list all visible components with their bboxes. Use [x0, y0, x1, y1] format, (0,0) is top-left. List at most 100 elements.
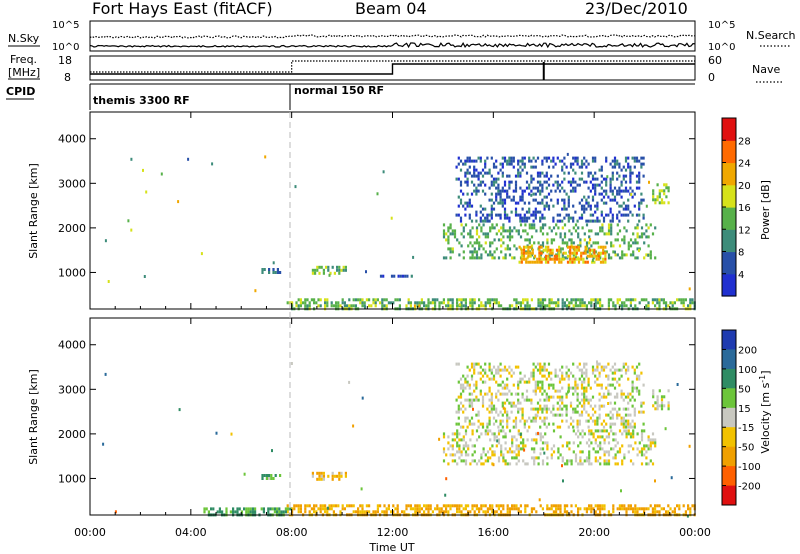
echo-cell [647, 235, 650, 239]
echo-cell [640, 507, 643, 511]
echo-cell [532, 210, 535, 214]
echo-cell [451, 250, 454, 254]
echo-cell [508, 365, 511, 369]
echo-cell [464, 298, 467, 302]
echo-cell [495, 247, 498, 251]
echo-cell [524, 510, 527, 514]
echo-cell-isolated [215, 431, 218, 435]
echo-cell [514, 392, 518, 396]
echo-cell [638, 410, 641, 414]
echo-cell [522, 444, 525, 448]
echo-cell [508, 186, 511, 190]
echo-cell [589, 213, 592, 217]
echo-cell [479, 159, 482, 163]
echo-cell [464, 432, 468, 436]
echo-cell [574, 383, 577, 387]
echo-cell [587, 425, 590, 429]
echo-cell [599, 251, 603, 255]
echo-cell [486, 213, 489, 217]
echo-cell [540, 245, 543, 249]
echo-cell [592, 435, 595, 439]
echo-cell [561, 219, 564, 223]
echo-cell [611, 377, 614, 381]
echo-cell [547, 257, 550, 261]
echo-cell [299, 507, 302, 511]
echo-cell [506, 510, 509, 514]
echo-cell [359, 301, 362, 305]
echo-cell [481, 425, 485, 429]
echo-cell [645, 298, 648, 302]
echo-cell [274, 474, 277, 477]
echo-cell [293, 504, 296, 508]
nave-label: Nave [752, 63, 780, 76]
echo-cell [506, 413, 509, 417]
echo-cell [583, 395, 586, 399]
echo-cell [326, 510, 329, 514]
echo-cell [592, 447, 595, 451]
echo-cell [550, 238, 553, 242]
echo-cell [602, 219, 606, 223]
echo-cell [278, 507, 281, 511]
echo-cell [682, 298, 685, 302]
echo-cell [540, 251, 543, 255]
echo-cell [572, 189, 575, 193]
echo-cell [304, 507, 307, 511]
echo-cell [618, 383, 621, 387]
echo-cell [508, 156, 511, 160]
echo-cell [478, 235, 481, 239]
echo-cell [585, 250, 589, 254]
echo-cell [610, 241, 613, 245]
echo-cell [221, 510, 224, 514]
echo-cell [491, 510, 494, 514]
echo-cell [501, 425, 504, 429]
echo-cell [570, 301, 573, 305]
echo-cell [511, 438, 514, 442]
echo-cell [638, 247, 641, 251]
echo-cell [538, 257, 541, 261]
echo-cell [473, 459, 476, 463]
echo-cell [508, 304, 511, 308]
echo-cell [566, 241, 569, 245]
echo-cell [414, 510, 417, 514]
echo-cell [497, 441, 501, 445]
echo-cell [605, 192, 608, 196]
echo-cell [561, 395, 564, 399]
echo-cell [550, 383, 553, 387]
echo-cell [519, 186, 522, 190]
echo-cell [490, 371, 493, 375]
echo-cell [508, 510, 511, 514]
echo-cell [530, 371, 533, 375]
echo-cell [623, 301, 626, 305]
echo-cell [613, 156, 617, 160]
echo-cell [272, 271, 275, 274]
echo-cell [499, 213, 502, 217]
echo-cell [319, 507, 322, 511]
echo-cell [396, 504, 399, 508]
echo-cell [607, 453, 611, 457]
echo-cell [534, 159, 537, 163]
echo-cell [342, 268, 345, 272]
echo-cell [599, 245, 603, 249]
echo-cell [525, 219, 529, 223]
echo-cell [506, 189, 509, 193]
echo-cell [618, 450, 622, 454]
echo-cell [558, 413, 562, 417]
echo-cell [503, 156, 507, 160]
echo-cell [539, 365, 542, 369]
echo-cell [561, 413, 564, 417]
echo-cell [240, 510, 243, 514]
echo-cell [381, 304, 384, 308]
echo-cell [365, 298, 368, 302]
echo-cell [546, 250, 549, 254]
echo-cell [517, 432, 520, 436]
echo-cell [456, 510, 459, 514]
echo-cell [513, 504, 516, 508]
echo-cell [523, 165, 526, 169]
echo-cell [462, 447, 465, 451]
echo-cell [642, 422, 645, 426]
echo-cell [531, 248, 534, 252]
echo-cell [611, 198, 614, 202]
echo-cell-isolated [352, 424, 355, 428]
